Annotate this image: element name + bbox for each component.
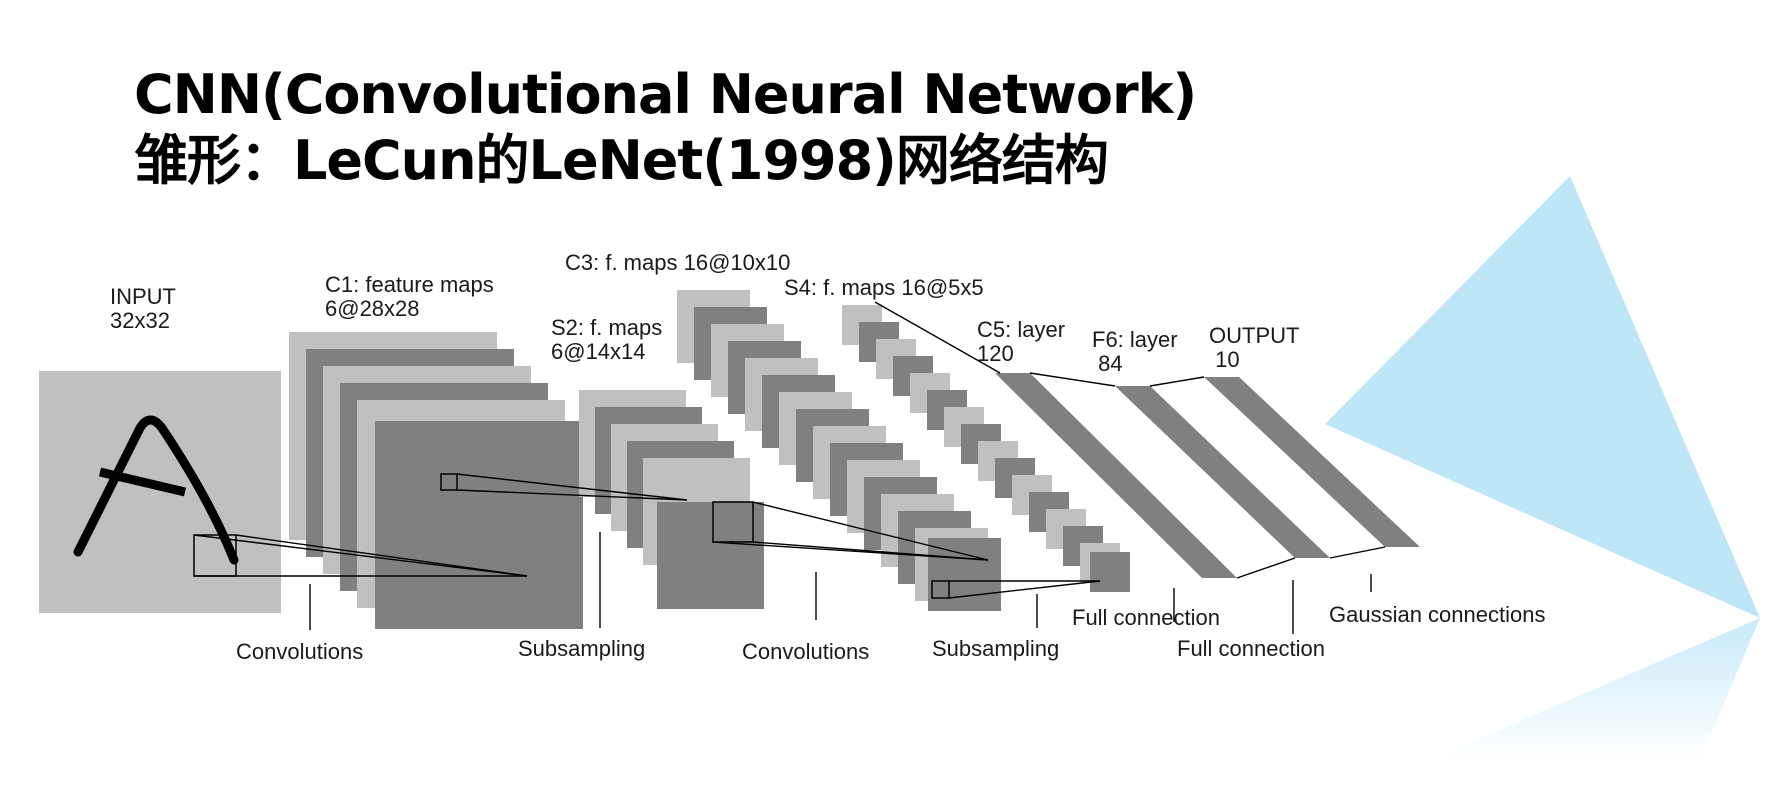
input-letter-bar [98,467,187,497]
s2-receptive-field [712,501,754,543]
c1-map [375,421,583,629]
c1-label: C1: feature maps 6@28x28 [325,272,494,321]
c5-layer [995,373,1237,578]
f6-layer [1115,386,1330,558]
op-convolutions-2: Convolutions [742,639,869,664]
op-convolutions-1: Convolutions [236,639,363,664]
input-label: INPUT 32x32 [110,284,176,333]
connection-lines [193,301,1386,634]
decorative-triangle [1325,176,1760,618]
input-letter-stroke [73,415,239,565]
output-label: OUTPUT 10 [1209,323,1299,372]
s4-feature-maps [842,305,1130,592]
c3-feature-maps [677,290,1001,611]
title-line-2: 雏形：LeCun的LeNet(1998)网络结构 [134,129,1109,192]
c3-receptive-field [931,580,950,599]
c5-label: C5: layer 120 [977,317,1065,366]
c3-map [928,538,1001,611]
op-subsampling-1: Subsampling [518,636,645,661]
s2-label: S2: f. maps 6@14x14 [551,315,662,364]
op-gaussian-connections: Gaussian connections [1329,602,1545,627]
s4-map [1090,552,1130,592]
c1-feature-maps [289,332,583,629]
s2-map [657,502,764,609]
c1-receptive-field [440,473,458,491]
op-subsampling-2: Subsampling [932,636,1059,661]
op-full-connection-1: Full connection [1072,605,1220,630]
f6-label: F6: layer 84 [1092,327,1178,376]
output-layer [1204,377,1420,547]
slide-title: CNN(Convolutional Neural Network) 雏形：LeC… [134,62,1197,194]
op-full-connection-2: Full connection [1177,636,1325,661]
decorative-triangle-reflection [1430,618,1760,760]
input-image [39,371,281,613]
c3-label: C3: f. maps 16@10x10 [565,250,790,275]
title-line-1: CNN(Convolutional Neural Network) [134,63,1197,126]
s4-label: S4: f. maps 16@5x5 [784,275,984,300]
